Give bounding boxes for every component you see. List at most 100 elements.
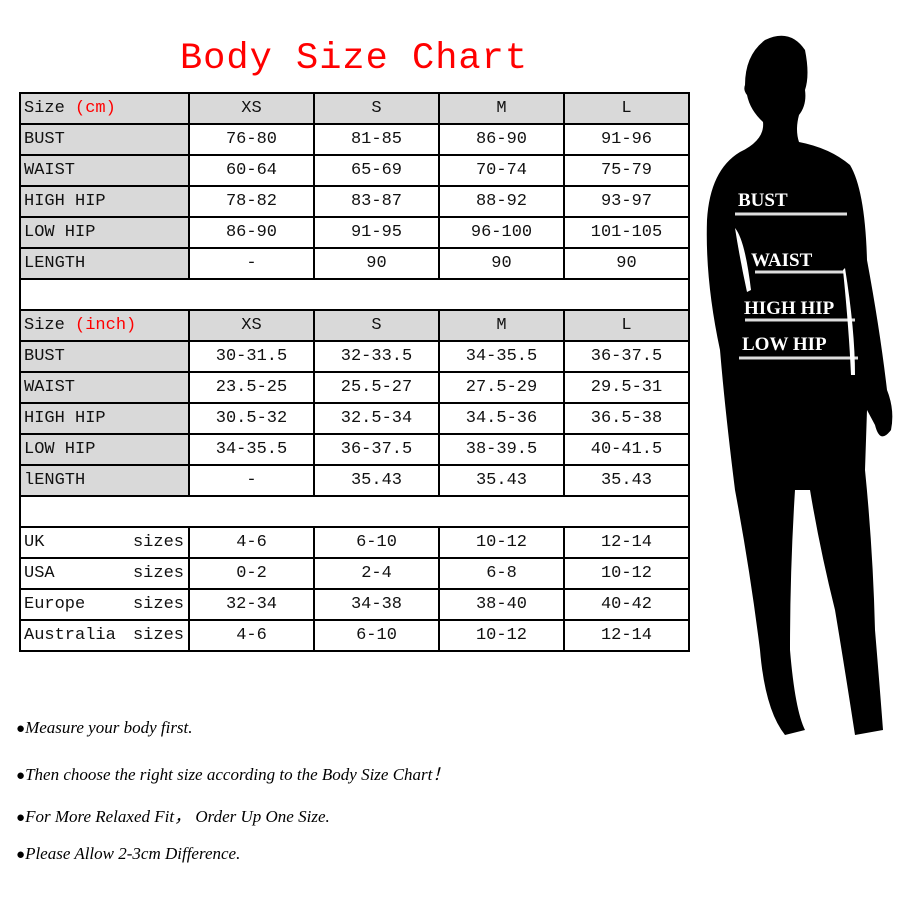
- row-label: HIGH HIP: [19, 185, 190, 218]
- note-item: ●Then choose the right size according to…: [16, 765, 450, 784]
- spacer-cell: [19, 495, 690, 528]
- header-row: Size (cm) XS S M L: [19, 92, 690, 125]
- measurement-cell: 91-95: [313, 216, 440, 249]
- table-row: lENGTH -35.43 35.43 35.43: [19, 464, 690, 497]
- table-row: WAIST 60-64 65-69 70-74 75-79: [19, 154, 690, 187]
- size-table: Size (cm) XS S M L BUST 76-80 81-85 86-90 91-96 WA…: [19, 92, 690, 652]
- unit-label: (cm): [75, 99, 116, 118]
- measurement-cell: 32.5-34: [313, 402, 440, 435]
- row-label: Australia sizes: [19, 619, 190, 652]
- table-row: USA sizes 0-2 2-4 6-8 10-12: [19, 557, 690, 590]
- spacer-row: [19, 278, 690, 311]
- size-cell: 10-12: [438, 526, 565, 559]
- spacer-cell: [19, 278, 690, 311]
- sizes-suffix: sizes: [132, 626, 184, 645]
- arm-gap-left: [735, 228, 751, 292]
- size-cell: 6-10: [313, 619, 440, 652]
- table-row: HIGH HIP 30.5-32 32.5-34 34.5-36 36.5-38: [19, 402, 690, 435]
- measurement-cell: 38-39.5: [438, 433, 565, 466]
- measurement-cell: 40-41.5: [563, 433, 690, 466]
- measurement-cell: 70-74: [438, 154, 565, 187]
- notes-list: ●Measure your body first. ●Then choose t…: [16, 718, 449, 886]
- row-label: LOW HIP: [19, 433, 190, 466]
- size-header: XS: [188, 309, 315, 342]
- unit-label: (inch): [75, 316, 137, 335]
- note-item: ●Please Allow 2-3cm Difference.: [16, 844, 241, 863]
- measurement-cell: -: [188, 464, 315, 497]
- measurement-cell: 25.5-27: [313, 371, 440, 404]
- measurement-cell: 36-37.5: [563, 340, 690, 373]
- size-cell: 12-14: [563, 619, 690, 652]
- table-row: UK sizes 4-6 6-10 10-12 12-14: [19, 526, 690, 559]
- size-cell: 0-2: [188, 557, 315, 590]
- row-label: USA sizes: [19, 557, 190, 590]
- size-unit-header: Size (inch): [19, 309, 190, 342]
- size-label: Size: [24, 316, 76, 335]
- size-cell: 10-12: [563, 557, 690, 590]
- size-unit-header: Size (cm): [19, 92, 190, 125]
- size-cell: 4-6: [188, 526, 315, 559]
- table-row: BUST 30-31.5 32-33.5 34-35.5 36-37.5: [19, 340, 690, 373]
- note-text: Then choose the right size according to …: [25, 765, 450, 784]
- measurement-cell: 90: [563, 247, 690, 280]
- size-cell: 2-4: [313, 557, 440, 590]
- table-row: Australia sizes 4-6 6-10 10-12 12-14: [19, 619, 690, 652]
- measurement-cell: 88-92: [438, 185, 565, 218]
- measurement-cell: 29.5-31: [563, 371, 690, 404]
- size-header: L: [563, 92, 690, 125]
- size-header: XS: [188, 92, 315, 125]
- region-label: Australia: [24, 626, 116, 645]
- size-cell: 38-40: [438, 588, 565, 621]
- silhouette-shape: [706, 35, 893, 735]
- waist-label: WAIST: [751, 250, 813, 271]
- measurement-cell: 35.43: [438, 464, 565, 497]
- row-label: HIGH HIP: [19, 402, 190, 435]
- measurement-cell: 34-35.5: [188, 433, 315, 466]
- measurement-cell: 86-90: [188, 216, 315, 249]
- note-item: ●Measure your body first.: [16, 718, 193, 737]
- high-hip-label: HIGH HIP: [744, 298, 835, 319]
- table-row: LENGTH -90 90 90: [19, 247, 690, 280]
- measurement-cell: 101-105: [563, 216, 690, 249]
- row-label: Europe sizes: [19, 588, 190, 621]
- body-silhouette: BUST WAIST HIGH HIP LOW HIP: [706, 35, 893, 735]
- row-label: WAIST: [19, 371, 190, 404]
- note-text: Please Allow 2-3cm Difference.: [25, 844, 241, 863]
- measurement-cell: 34-35.5: [438, 340, 565, 373]
- size-header: M: [438, 309, 565, 342]
- measurement-cell: 78-82: [188, 185, 315, 218]
- table-row: BUST 76-80 81-85 86-90 91-96: [19, 123, 690, 156]
- measurement-cell: 27.5-29: [438, 371, 565, 404]
- size-header: S: [313, 309, 440, 342]
- size-header: M: [438, 92, 565, 125]
- measurement-cell: 65-69: [313, 154, 440, 187]
- measurement-cell: 81-85: [313, 123, 440, 156]
- chart-title: Body Size Chart: [179, 38, 529, 80]
- size-cell: 40-42: [563, 588, 690, 621]
- region-label: Europe: [24, 595, 86, 614]
- measurement-cell: 96-100: [438, 216, 565, 249]
- sizes-suffix: sizes: [132, 595, 184, 614]
- row-label: LOW HIP: [19, 216, 190, 249]
- size-cell: 10-12: [438, 619, 565, 652]
- row-label: LENGTH: [19, 247, 190, 280]
- region-label: USA: [24, 564, 55, 583]
- sizes-suffix: sizes: [132, 564, 184, 583]
- measurement-cell: 34.5-36: [438, 402, 565, 435]
- measurement-cell: 75-79: [563, 154, 690, 187]
- table-row: LOW HIP 86-90 91-95 96-100 101-105: [19, 216, 690, 249]
- measurement-cell: 36.5-38: [563, 402, 690, 435]
- measurement-cell: 91-96: [563, 123, 690, 156]
- size-header: S: [313, 92, 440, 125]
- region-label: UK: [24, 533, 45, 552]
- row-label: BUST: [19, 340, 190, 373]
- table-row: WAIST 23.5-25 25.5-27 27.5-29 29.5-31: [19, 371, 690, 404]
- measurement-cell: 90: [438, 247, 565, 280]
- size-cell: 12-14: [563, 526, 690, 559]
- note-text: For More Relaxed Fit， Order Up One Size.: [25, 807, 330, 826]
- row-label: UK sizes: [19, 526, 190, 559]
- measurement-cell: 93-97: [563, 185, 690, 218]
- size-cell: 32-34: [188, 588, 315, 621]
- size-label: Size: [24, 99, 76, 118]
- header-row: Size (inch) XS S M L: [19, 309, 690, 342]
